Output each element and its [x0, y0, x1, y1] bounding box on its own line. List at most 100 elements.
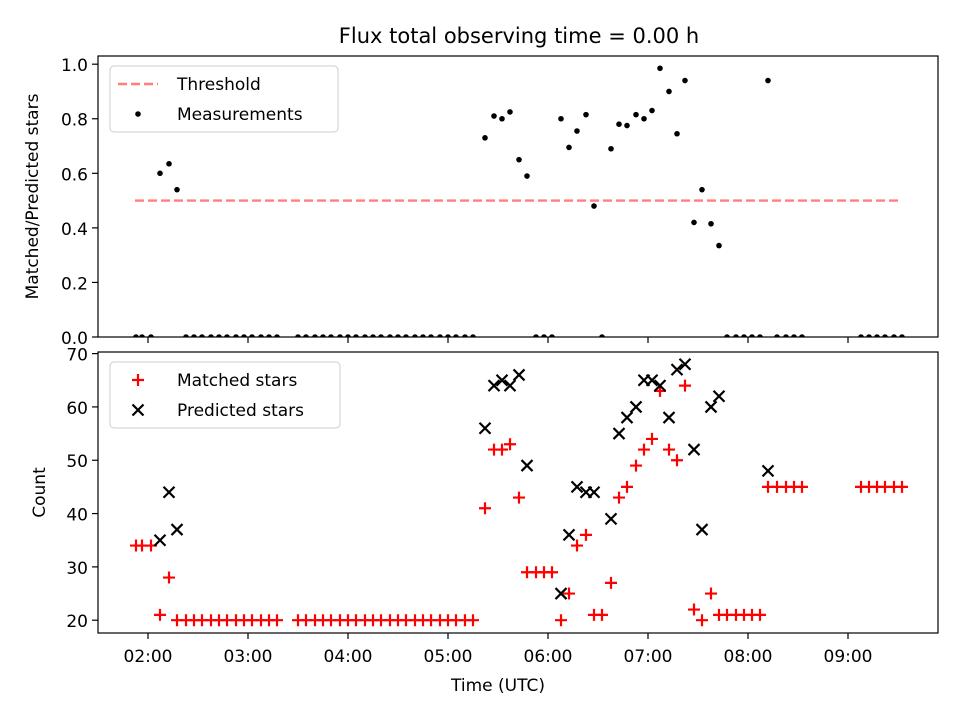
measurement-point: [183, 334, 189, 337]
matched-star-marker: [467, 614, 479, 627]
measurement-point: [524, 173, 530, 179]
measurement-point: [899, 334, 905, 337]
matched-star-marker: [646, 432, 658, 445]
measurement-point: [716, 242, 722, 249]
measurement-point: [499, 115, 505, 122]
matched-star-marker: [546, 566, 558, 579]
measurement-point: [599, 334, 605, 337]
predicted-star-marker: [712, 389, 726, 403]
predicted-star-marker: [761, 464, 775, 478]
matched-star-marker: [163, 571, 175, 584]
measurement-point: [566, 144, 572, 151]
measurement-point: [866, 334, 872, 337]
predicted-star-marker: [520, 459, 534, 472]
matched-star-marker: [796, 480, 808, 493]
predicted-star-marker: [704, 400, 718, 414]
matched-star-marker: [705, 587, 717, 600]
legend-matched-swatch: [132, 374, 144, 386]
plot-frame: [97, 351, 939, 634]
x-tick-label: 02:00: [124, 647, 173, 667]
predicted-star-marker: [604, 512, 618, 526]
measurement-point: [453, 334, 459, 337]
measurement-point: [791, 334, 797, 337]
y-tick-label: 0.8: [61, 111, 88, 131]
measurement-point: [649, 107, 655, 114]
measurement-point: [199, 334, 205, 337]
measurement-point: [337, 334, 343, 337]
measurement-point: [674, 130, 680, 137]
measurement-point: [216, 334, 222, 337]
matched-star-marker: [605, 576, 617, 589]
predicted-star-marker: [629, 400, 643, 414]
matched-star-marker: [154, 608, 166, 621]
x-tick-label: 09:00: [824, 647, 873, 667]
predicted-star-marker: [162, 485, 176, 499]
measurement-point: [774, 334, 780, 337]
measurement-point: [157, 170, 163, 177]
measurement-point: [633, 111, 639, 118]
x-tick-label: 08:00: [724, 647, 773, 667]
plot-area: [130, 357, 908, 627]
measurement-point: [574, 128, 580, 134]
measurement-point: [507, 109, 513, 115]
matched-star-marker: [679, 379, 691, 392]
measurement-point: [666, 88, 672, 95]
measurement-point: [378, 334, 384, 337]
legend-label: Threshold: [176, 75, 261, 95]
x-tick-label: 07:00: [624, 647, 673, 667]
predicted-star-marker: [495, 373, 509, 387]
predicted-star-marker: [562, 528, 576, 542]
measurement-point: [891, 334, 897, 337]
measurement-point: [249, 334, 255, 337]
measurement-point: [641, 115, 647, 122]
measurement-point: [699, 186, 705, 193]
measurement-point: [395, 334, 401, 337]
measurement-point: [882, 334, 888, 337]
measurement-point: [470, 334, 476, 337]
measurement-point: [370, 334, 376, 337]
y-tick-label: 0.4: [61, 220, 88, 240]
matched-star-marker: [696, 614, 708, 627]
y-tick-label: 60: [66, 399, 88, 419]
measurement-point: [166, 160, 172, 167]
predicted-star-marker: [653, 379, 667, 392]
measurement-point: [224, 334, 230, 337]
legend-label: Predicted stars: [177, 401, 304, 421]
measurement-point: [345, 334, 351, 337]
y-tick-label: 0.2: [61, 274, 88, 294]
x-tick-label: 03:00: [224, 647, 273, 667]
measurement-point: [208, 334, 214, 337]
measurement-point: [233, 334, 239, 337]
x-tick-label: 06:00: [524, 647, 573, 667]
measurement-point: [312, 334, 318, 337]
measurement-point: [874, 334, 880, 337]
measurement-point: [608, 145, 614, 152]
measurement-point: [353, 334, 359, 337]
measurement-point: [533, 334, 539, 337]
matched-star-marker: [630, 459, 642, 472]
y-axis-label: Count: [30, 467, 50, 518]
y-tick-label: 0.0: [61, 329, 88, 349]
measurement-point: [765, 77, 771, 84]
measurement-point: [241, 334, 247, 337]
predicted-star-marker: [645, 373, 659, 387]
matched-star-marker: [271, 614, 283, 627]
measurement-point: [733, 334, 739, 337]
measurement-point: [148, 334, 154, 337]
measurement-point: [724, 334, 730, 337]
measurement-point: [491, 113, 497, 119]
measurement-point: [303, 334, 309, 337]
y-tick-label: 20: [66, 612, 88, 632]
x-tick-label: 04:00: [324, 647, 373, 667]
measurement-point: [266, 334, 272, 337]
measurement-point: [362, 334, 368, 337]
matched-star-marker: [555, 614, 567, 627]
predicted-star-marker: [503, 379, 517, 392]
measurement-point: [541, 334, 547, 337]
measurement-point: [799, 334, 805, 337]
matched-star-marker: [896, 480, 908, 493]
legend-label: Matched stars: [177, 371, 297, 391]
y-tick-label: 30: [66, 559, 88, 579]
y-axis-label: Matched/Predicted stars: [23, 93, 43, 299]
